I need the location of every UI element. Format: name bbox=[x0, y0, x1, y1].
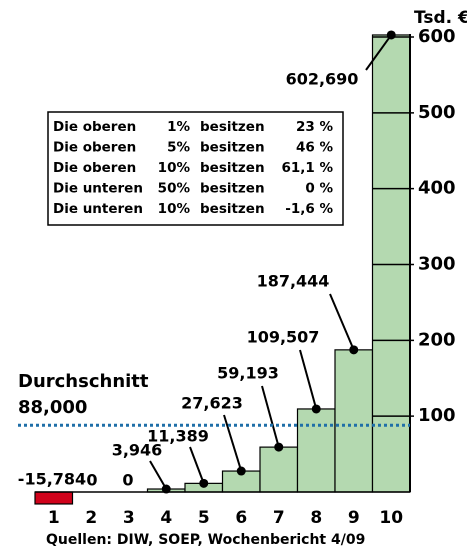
source: Quellen: DIW, SOEP, Wochenbericht 4/09 bbox=[46, 532, 365, 548]
x-tick-label: 6 bbox=[235, 508, 247, 528]
leader-line bbox=[365, 34, 393, 71]
x-tick-label: 5 bbox=[198, 508, 210, 528]
bar bbox=[334, 349, 374, 493]
value-dot bbox=[161, 484, 171, 494]
table-cell: Die unteren bbox=[53, 181, 143, 197]
table-cell: 61,1 % bbox=[281, 160, 333, 176]
x-tick-label: 2 bbox=[85, 508, 97, 528]
value-label: 109,507 bbox=[247, 328, 320, 347]
table-cell: besitzen bbox=[200, 160, 265, 176]
table-cell: besitzen bbox=[200, 201, 265, 217]
bar bbox=[371, 34, 411, 493]
leader-line bbox=[223, 414, 243, 472]
leader-line bbox=[261, 385, 280, 448]
table-cell: Die oberen bbox=[53, 119, 136, 135]
value-label: 602,690 bbox=[286, 70, 359, 89]
table-cell: 5% bbox=[167, 140, 190, 156]
bar bbox=[34, 491, 74, 505]
bar bbox=[296, 408, 336, 493]
value-dot bbox=[274, 442, 284, 452]
table-cell: 1% bbox=[167, 119, 190, 135]
x-tick-label: 10 bbox=[379, 508, 403, 528]
average-label: Durchschnitt bbox=[18, 371, 149, 392]
y-axis-label: Tsd. € bbox=[414, 8, 467, 28]
value-dot bbox=[311, 404, 321, 414]
x-tick-label: 1 bbox=[48, 508, 60, 528]
x-tick-label: 7 bbox=[273, 508, 285, 528]
y-tick-label: 100 bbox=[418, 405, 456, 426]
table-cell: Die oberen bbox=[53, 140, 136, 156]
value-label: 27,623 bbox=[181, 394, 243, 413]
x-tick-label: 3 bbox=[123, 508, 135, 528]
table-cell: 10% bbox=[158, 160, 191, 176]
value-dot bbox=[349, 345, 359, 355]
table-cell: 50% bbox=[158, 181, 191, 197]
leader-line bbox=[329, 293, 355, 351]
table-cell: besitzen bbox=[200, 181, 265, 197]
value-dot bbox=[199, 478, 209, 488]
table-cell: -1,6 % bbox=[285, 201, 333, 217]
value-label: 0 bbox=[86, 471, 97, 490]
leader-line bbox=[149, 460, 168, 490]
leader-line bbox=[299, 349, 318, 410]
table-cell: 23 % bbox=[296, 119, 333, 135]
value-label: 0 bbox=[122, 471, 133, 490]
y-tick-label: 300 bbox=[418, 254, 456, 275]
bar bbox=[259, 446, 299, 493]
value-label: 11,389 bbox=[147, 427, 209, 446]
table-cell: Die oberen bbox=[53, 160, 136, 176]
table-cell: 0 % bbox=[305, 181, 333, 197]
table-cell: Die unteren bbox=[53, 201, 143, 217]
y-tick-label: 600 bbox=[418, 26, 456, 47]
value-label: -15,784 bbox=[18, 470, 86, 489]
x-tick-label: 9 bbox=[348, 508, 360, 528]
value-label: 3,946 bbox=[112, 441, 163, 460]
x-tick-label: 4 bbox=[160, 508, 172, 528]
value-label: 59,193 bbox=[217, 364, 279, 383]
y-tick-label: 400 bbox=[418, 178, 456, 199]
leader-line bbox=[189, 446, 205, 484]
table-cell: 46 % bbox=[296, 140, 333, 156]
table-box bbox=[47, 111, 344, 226]
value-dot bbox=[386, 30, 396, 40]
y-tick-label: 200 bbox=[418, 329, 456, 350]
x-tick-label: 8 bbox=[310, 508, 322, 528]
average-value: 88,000 bbox=[18, 397, 87, 418]
table-cell: besitzen bbox=[200, 119, 265, 135]
table-cell: 10% bbox=[158, 201, 191, 217]
value-label: 187,444 bbox=[257, 272, 330, 291]
table-cell: besitzen bbox=[200, 140, 265, 156]
y-tick-label: 500 bbox=[418, 102, 456, 123]
value-dot bbox=[236, 466, 246, 476]
